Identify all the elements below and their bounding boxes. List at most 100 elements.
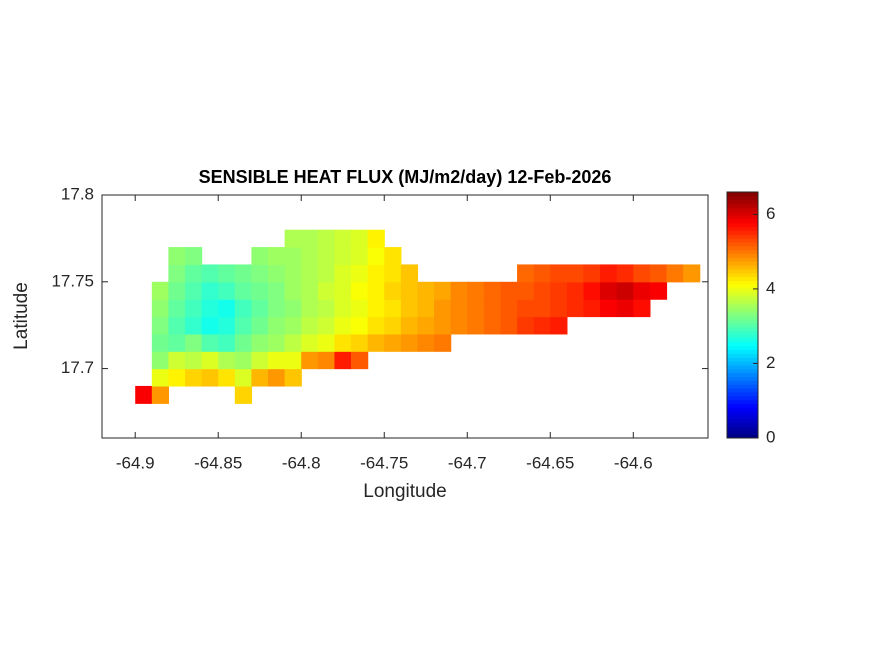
y-tick-label: 17.8	[61, 184, 94, 203]
colorbar-swatch	[727, 230, 758, 235]
colorbar-swatch	[727, 311, 758, 316]
y-tick-label: 17.75	[51, 271, 94, 290]
heat-cell	[566, 264, 585, 283]
colorbar-swatch	[727, 238, 758, 243]
heat-cell	[151, 368, 170, 387]
heat-cell	[467, 316, 485, 335]
heat-cell	[234, 299, 253, 318]
colorbar-swatch	[727, 218, 758, 224]
heat-cell	[218, 299, 236, 318]
heat-cell	[234, 333, 253, 352]
colorbar-swatch	[727, 372, 758, 377]
colorbar-swatch	[727, 234, 758, 239]
x-tick-label: -64.85	[194, 453, 242, 472]
colorbar-swatch	[727, 364, 758, 370]
colorbar-tick-label: 6	[766, 204, 775, 223]
colorbar-swatch	[727, 318, 758, 324]
heat-cell	[301, 333, 319, 352]
colorbar-swatch	[727, 226, 758, 231]
x-tick-label: -64.65	[526, 453, 574, 472]
colorbar-swatch	[727, 241, 758, 247]
colorbar-swatch	[727, 391, 758, 397]
colorbar-swatch	[727, 265, 758, 270]
colorbar-swatch	[727, 303, 758, 308]
heat-cell	[550, 316, 568, 335]
heat-cell	[168, 247, 186, 266]
heat-cell	[351, 264, 369, 283]
heat-cell	[500, 316, 518, 335]
heat-cell	[649, 264, 668, 283]
heat-cell	[151, 281, 170, 300]
heat-cell	[201, 333, 219, 352]
colorbar-swatch	[727, 341, 758, 347]
heat-cell	[550, 281, 568, 300]
colorbar-swatch	[727, 261, 758, 266]
heat-cell	[168, 351, 186, 370]
colorbar-swatch	[727, 257, 758, 262]
colorbar-swatch	[727, 222, 758, 228]
colorbar-swatch	[727, 414, 758, 420]
heat-cell	[450, 316, 468, 335]
heat-cell	[135, 385, 153, 404]
colorbar-swatch	[727, 422, 758, 427]
heat-cell	[334, 281, 352, 300]
colorbar-swatch	[727, 295, 758, 301]
heatmap	[135, 229, 701, 404]
heat-cell	[583, 264, 601, 283]
heat-cell	[351, 351, 369, 370]
heat-cell	[168, 299, 186, 318]
heat-cell	[517, 316, 535, 335]
heat-cell	[533, 264, 551, 283]
heat-cell	[367, 264, 385, 283]
heat-cell	[367, 299, 385, 318]
heat-cell	[467, 281, 485, 300]
heat-cell	[234, 264, 253, 283]
heat-cell	[185, 264, 203, 283]
heat-cell	[251, 264, 269, 283]
heat-cell	[600, 264, 618, 283]
chart-title: SENSIBLE HEAT FLUX (MJ/m2/day) 12-Feb-20…	[199, 167, 612, 187]
heat-cell	[301, 229, 319, 248]
heat-cell	[317, 351, 336, 370]
heat-cell	[384, 333, 402, 352]
heat-cell	[301, 264, 319, 283]
colorbar-swatch	[727, 203, 758, 208]
heat-cell	[633, 299, 651, 318]
heat-cell	[633, 281, 651, 300]
heat-cell	[367, 247, 385, 266]
heat-cell	[616, 264, 634, 283]
heat-cell	[334, 229, 352, 248]
heat-cell	[384, 247, 402, 266]
heat-cell	[351, 247, 369, 266]
colorbar-swatch	[727, 211, 758, 216]
heat-cell	[168, 264, 186, 283]
heat-cell	[334, 333, 352, 352]
heat-cell	[185, 316, 203, 335]
heat-cell	[234, 281, 253, 300]
heat-cell	[384, 299, 402, 318]
heat-cell	[234, 385, 253, 404]
heat-cell	[201, 368, 219, 387]
heat-cell	[151, 351, 170, 370]
heat-cell	[550, 299, 568, 318]
heat-cell	[218, 351, 236, 370]
heat-cell	[251, 351, 269, 370]
heat-cell	[218, 281, 236, 300]
heat-cell	[417, 281, 435, 300]
heat-cell	[284, 229, 302, 248]
x-tick-label: -64.8	[282, 453, 321, 472]
heat-cell	[583, 299, 601, 318]
heat-cell	[218, 264, 236, 283]
heat-cell	[201, 299, 219, 318]
heat-cell	[185, 333, 203, 352]
x-tick-label: -64.6	[614, 453, 653, 472]
heat-cell	[351, 299, 369, 318]
colorbar-swatch	[727, 307, 758, 312]
heat-cell	[151, 316, 170, 335]
x-tick-label: -64.75	[360, 453, 408, 472]
heat-cell	[467, 299, 485, 318]
heat-cell	[517, 299, 535, 318]
x-tick-label: -64.9	[116, 453, 155, 472]
heat-cell	[500, 299, 518, 318]
